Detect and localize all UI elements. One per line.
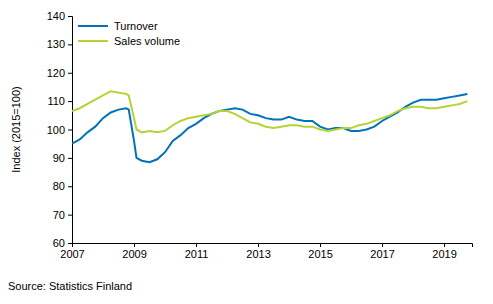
y-tick-label: 80 — [53, 180, 65, 192]
x-tick-mark — [196, 243, 197, 247]
x-tick: 2015 — [308, 243, 332, 260]
y-tick-mark — [68, 73, 72, 74]
x-tick-label: 2011 — [185, 248, 209, 260]
y-tick: 120 — [47, 67, 72, 79]
x-tick-mark — [444, 243, 445, 247]
y-tick-mark — [68, 130, 72, 131]
y-tick-label: 120 — [47, 67, 65, 79]
y-tick-label: 130 — [47, 38, 65, 50]
y-tick-label: 100 — [47, 124, 65, 136]
y-tick: 100 — [47, 124, 72, 136]
x-tick: 2013 — [246, 243, 270, 260]
lines — [72, 91, 467, 162]
y-tick: 140 — [47, 10, 72, 22]
y-tick: 70 — [53, 209, 72, 221]
x-tick-mark — [258, 243, 259, 247]
x-tick: 2017 — [370, 243, 394, 260]
y-tick-mark — [68, 16, 72, 17]
x-tick: 2011 — [185, 243, 209, 260]
y-axis-line — [68, 17, 73, 244]
x-tick-label: 2009 — [122, 248, 146, 260]
x-tick: 2007 — [60, 243, 84, 260]
y-tick-label: 110 — [47, 95, 65, 107]
y-tick-mark — [68, 101, 72, 102]
y-tick-label: 90 — [53, 152, 65, 164]
x-axis-line — [73, 244, 473, 248]
x-tick-label: 2017 — [370, 248, 394, 260]
chart: 6070809010011012013014020072009201120132… — [0, 0, 493, 304]
y-tick: 130 — [47, 38, 72, 50]
x-tick-mark — [134, 243, 135, 247]
y-tick-mark — [68, 186, 72, 187]
x-axis: 2007 2009 2011 2013 2015 2017 2019 — [60, 243, 472, 260]
y-tick: 90 — [53, 152, 72, 164]
y-tick-label: 140 — [47, 10, 65, 22]
x-tick-mark — [382, 243, 383, 247]
legend: Turnover Sales volume — [78, 20, 180, 47]
y-tick: 110 — [47, 95, 72, 107]
x-tick-label: 2019 — [432, 248, 456, 260]
y-tick: 80 — [53, 180, 72, 192]
legend-label: Turnover — [114, 20, 158, 32]
y-tick-mark — [68, 215, 72, 216]
x-tick-mark — [320, 243, 321, 247]
legend-item: Turnover — [78, 20, 158, 32]
legend-swatch — [78, 25, 108, 27]
y-tick-label: 70 — [53, 209, 65, 221]
y-tick-mark — [68, 243, 72, 244]
y-tick-mark — [68, 158, 72, 159]
x-tick: 2009 — [122, 243, 146, 260]
legend-item: Sales volume — [78, 35, 180, 47]
source: Source: Statistics Finland — [8, 280, 132, 292]
y-axis: 60708090100110120130140 — [47, 10, 73, 249]
plot: 6070809010011012013014020072009201120132… — [47, 10, 473, 260]
x-tick-label: 2015 — [308, 248, 332, 260]
y-tick-mark — [68, 44, 72, 45]
legend-label: Sales volume — [114, 35, 180, 47]
x-tick-mark — [72, 243, 73, 247]
legend-swatch — [78, 40, 108, 42]
series-line — [72, 91, 467, 132]
y-axis-title: Index (2015=100) — [10, 86, 22, 173]
x-tick-label: 2013 — [246, 248, 270, 260]
x-tick: 2019 — [432, 243, 456, 260]
x-tick-label: 2007 — [60, 248, 84, 260]
